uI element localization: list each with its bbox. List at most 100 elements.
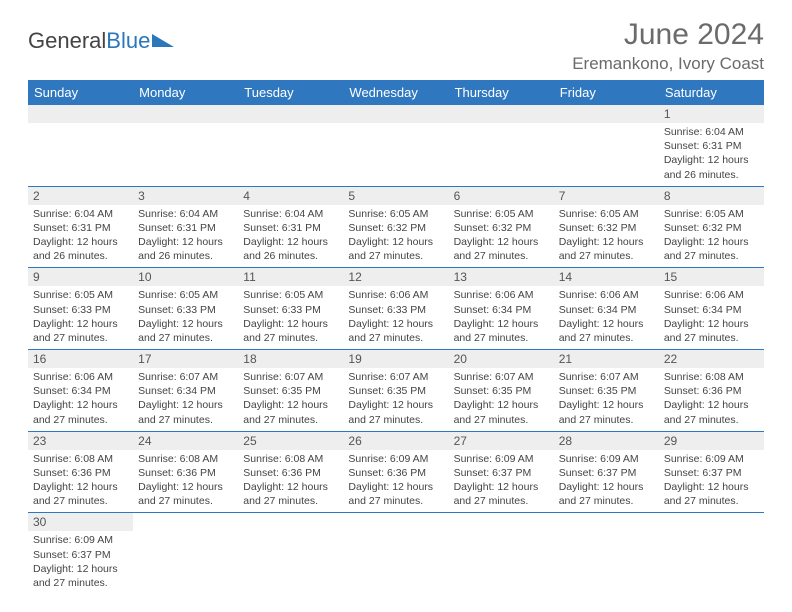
day-details: Sunrise: 6:06 AMSunset: 6:34 PMDaylight:… bbox=[659, 286, 764, 349]
daylight-text: Daylight: 12 hours and 27 minutes. bbox=[348, 235, 443, 263]
calendar-cell bbox=[238, 513, 343, 594]
day-number: 4 bbox=[238, 187, 343, 205]
day-number: 20 bbox=[449, 350, 554, 368]
daylight-text: Daylight: 12 hours and 27 minutes. bbox=[454, 317, 549, 345]
daylight-text: Daylight: 12 hours and 27 minutes. bbox=[559, 398, 654, 426]
calendar-cell: 7Sunrise: 6:05 AMSunset: 6:32 PMDaylight… bbox=[554, 186, 659, 268]
sunrise-text: Sunrise: 6:08 AM bbox=[664, 370, 759, 384]
day-details: Sunrise: 6:04 AMSunset: 6:31 PMDaylight:… bbox=[28, 205, 133, 268]
sunset-text: Sunset: 6:31 PM bbox=[243, 221, 338, 235]
day-number: 15 bbox=[659, 268, 764, 286]
calendar-cell: 15Sunrise: 6:06 AMSunset: 6:34 PMDayligh… bbox=[659, 268, 764, 350]
sunset-text: Sunset: 6:35 PM bbox=[243, 384, 338, 398]
day-number: 19 bbox=[343, 350, 448, 368]
daylight-text: Daylight: 12 hours and 27 minutes. bbox=[664, 317, 759, 345]
sunrise-text: Sunrise: 6:07 AM bbox=[454, 370, 549, 384]
sunrise-text: Sunrise: 6:04 AM bbox=[33, 207, 128, 221]
calendar-week-row: 16Sunrise: 6:06 AMSunset: 6:34 PMDayligh… bbox=[28, 350, 764, 432]
sunset-text: Sunset: 6:32 PM bbox=[664, 221, 759, 235]
daylight-text: Daylight: 12 hours and 27 minutes. bbox=[454, 398, 549, 426]
calendar-week-row: 23Sunrise: 6:08 AMSunset: 6:36 PMDayligh… bbox=[28, 431, 764, 513]
calendar-cell: 6Sunrise: 6:05 AMSunset: 6:32 PMDaylight… bbox=[449, 186, 554, 268]
sunset-text: Sunset: 6:32 PM bbox=[348, 221, 443, 235]
sunset-text: Sunset: 6:34 PM bbox=[138, 384, 233, 398]
calendar-cell: 24Sunrise: 6:08 AMSunset: 6:36 PMDayligh… bbox=[133, 431, 238, 513]
day-details: Sunrise: 6:07 AMSunset: 6:35 PMDaylight:… bbox=[343, 368, 448, 431]
daylight-text: Daylight: 12 hours and 27 minutes. bbox=[454, 235, 549, 263]
weekday-header: Thursday bbox=[449, 80, 554, 105]
sunrise-text: Sunrise: 6:09 AM bbox=[348, 452, 443, 466]
day-number: 29 bbox=[659, 432, 764, 450]
day-details: Sunrise: 6:06 AMSunset: 6:34 PMDaylight:… bbox=[28, 368, 133, 431]
day-number: 10 bbox=[133, 268, 238, 286]
sunset-text: Sunset: 6:36 PM bbox=[664, 384, 759, 398]
day-number: 8 bbox=[659, 187, 764, 205]
sunrise-text: Sunrise: 6:07 AM bbox=[348, 370, 443, 384]
sunset-text: Sunset: 6:35 PM bbox=[559, 384, 654, 398]
day-details: Sunrise: 6:09 AMSunset: 6:36 PMDaylight:… bbox=[343, 450, 448, 513]
day-details: Sunrise: 6:08 AMSunset: 6:36 PMDaylight:… bbox=[28, 450, 133, 513]
daylight-text: Daylight: 12 hours and 27 minutes. bbox=[138, 317, 233, 345]
day-number-empty bbox=[343, 105, 448, 123]
sunset-text: Sunset: 6:35 PM bbox=[348, 384, 443, 398]
sunrise-text: Sunrise: 6:06 AM bbox=[348, 288, 443, 302]
day-details: Sunrise: 6:05 AMSunset: 6:32 PMDaylight:… bbox=[659, 205, 764, 268]
sunset-text: Sunset: 6:36 PM bbox=[243, 466, 338, 480]
sunrise-text: Sunrise: 6:07 AM bbox=[559, 370, 654, 384]
day-number-empty bbox=[133, 105, 238, 123]
day-details: Sunrise: 6:09 AMSunset: 6:37 PMDaylight:… bbox=[449, 450, 554, 513]
calendar-cell bbox=[554, 513, 659, 594]
sunset-text: Sunset: 6:31 PM bbox=[33, 221, 128, 235]
calendar-cell: 23Sunrise: 6:08 AMSunset: 6:36 PMDayligh… bbox=[28, 431, 133, 513]
day-details: Sunrise: 6:06 AMSunset: 6:34 PMDaylight:… bbox=[554, 286, 659, 349]
calendar-week-row: 9Sunrise: 6:05 AMSunset: 6:33 PMDaylight… bbox=[28, 268, 764, 350]
calendar-cell bbox=[133, 105, 238, 186]
day-details: Sunrise: 6:07 AMSunset: 6:35 PMDaylight:… bbox=[449, 368, 554, 431]
day-number-empty bbox=[28, 105, 133, 123]
calendar-cell: 4Sunrise: 6:04 AMSunset: 6:31 PMDaylight… bbox=[238, 186, 343, 268]
day-details: Sunrise: 6:06 AMSunset: 6:34 PMDaylight:… bbox=[449, 286, 554, 349]
calendar-cell: 11Sunrise: 6:05 AMSunset: 6:33 PMDayligh… bbox=[238, 268, 343, 350]
sunrise-text: Sunrise: 6:07 AM bbox=[243, 370, 338, 384]
sunrise-text: Sunrise: 6:08 AM bbox=[243, 452, 338, 466]
calendar-cell: 22Sunrise: 6:08 AMSunset: 6:36 PMDayligh… bbox=[659, 350, 764, 432]
calendar-cell: 10Sunrise: 6:05 AMSunset: 6:33 PMDayligh… bbox=[133, 268, 238, 350]
daylight-text: Daylight: 12 hours and 27 minutes. bbox=[243, 317, 338, 345]
day-number: 16 bbox=[28, 350, 133, 368]
sunrise-text: Sunrise: 6:09 AM bbox=[559, 452, 654, 466]
day-number: 27 bbox=[449, 432, 554, 450]
sunset-text: Sunset: 6:31 PM bbox=[138, 221, 233, 235]
calendar-cell: 13Sunrise: 6:06 AMSunset: 6:34 PMDayligh… bbox=[449, 268, 554, 350]
title-block: June 2024 Eremankono, Ivory Coast bbox=[572, 18, 764, 74]
daylight-text: Daylight: 12 hours and 27 minutes. bbox=[33, 398, 128, 426]
day-details: Sunrise: 6:08 AMSunset: 6:36 PMDaylight:… bbox=[238, 450, 343, 513]
calendar-cell: 20Sunrise: 6:07 AMSunset: 6:35 PMDayligh… bbox=[449, 350, 554, 432]
day-number: 12 bbox=[343, 268, 448, 286]
calendar-cell: 2Sunrise: 6:04 AMSunset: 6:31 PMDaylight… bbox=[28, 186, 133, 268]
calendar-cell: 16Sunrise: 6:06 AMSunset: 6:34 PMDayligh… bbox=[28, 350, 133, 432]
day-details: Sunrise: 6:07 AMSunset: 6:34 PMDaylight:… bbox=[133, 368, 238, 431]
day-number: 18 bbox=[238, 350, 343, 368]
location: Eremankono, Ivory Coast bbox=[572, 54, 764, 74]
daylight-text: Daylight: 12 hours and 27 minutes. bbox=[348, 480, 443, 508]
calendar-cell: 8Sunrise: 6:05 AMSunset: 6:32 PMDaylight… bbox=[659, 186, 764, 268]
calendar-cell bbox=[28, 105, 133, 186]
daylight-text: Daylight: 12 hours and 27 minutes. bbox=[664, 235, 759, 263]
sunrise-text: Sunrise: 6:05 AM bbox=[664, 207, 759, 221]
sunset-text: Sunset: 6:33 PM bbox=[348, 303, 443, 317]
sunset-text: Sunset: 6:36 PM bbox=[138, 466, 233, 480]
sunset-text: Sunset: 6:34 PM bbox=[33, 384, 128, 398]
daylight-text: Daylight: 12 hours and 27 minutes. bbox=[33, 317, 128, 345]
day-details: Sunrise: 6:05 AMSunset: 6:33 PMDaylight:… bbox=[28, 286, 133, 349]
day-details: Sunrise: 6:05 AMSunset: 6:32 PMDaylight:… bbox=[449, 205, 554, 268]
sunrise-text: Sunrise: 6:05 AM bbox=[33, 288, 128, 302]
day-number: 30 bbox=[28, 513, 133, 531]
daylight-text: Daylight: 12 hours and 27 minutes. bbox=[243, 398, 338, 426]
weekday-header: Friday bbox=[554, 80, 659, 105]
day-number: 1 bbox=[659, 105, 764, 123]
sunset-text: Sunset: 6:33 PM bbox=[138, 303, 233, 317]
calendar-cell: 12Sunrise: 6:06 AMSunset: 6:33 PMDayligh… bbox=[343, 268, 448, 350]
sunrise-text: Sunrise: 6:06 AM bbox=[454, 288, 549, 302]
day-details: Sunrise: 6:06 AMSunset: 6:33 PMDaylight:… bbox=[343, 286, 448, 349]
daylight-text: Daylight: 12 hours and 27 minutes. bbox=[559, 317, 654, 345]
